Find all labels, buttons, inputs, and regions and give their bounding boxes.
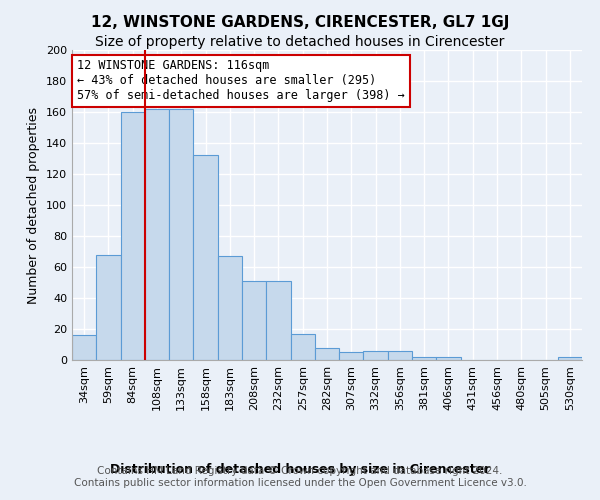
Text: Size of property relative to detached houses in Cirencester: Size of property relative to detached ho… <box>95 35 505 49</box>
Bar <box>72 335 96 360</box>
Bar <box>558 357 582 360</box>
Bar <box>290 334 315 360</box>
Bar <box>388 350 412 360</box>
Bar <box>242 281 266 360</box>
Bar <box>364 350 388 360</box>
Bar <box>169 109 193 360</box>
Y-axis label: Number of detached properties: Number of detached properties <box>28 106 40 304</box>
Bar <box>266 281 290 360</box>
Bar <box>145 109 169 360</box>
Text: Contains HM Land Registry data © Crown copyright and database right 2024.
Contai: Contains HM Land Registry data © Crown c… <box>74 466 526 487</box>
Bar <box>193 156 218 360</box>
Bar <box>436 357 461 360</box>
Bar <box>412 357 436 360</box>
Text: 12 WINSTONE GARDENS: 116sqm
← 43% of detached houses are smaller (295)
57% of se: 12 WINSTONE GARDENS: 116sqm ← 43% of det… <box>77 60 405 102</box>
Text: 12, WINSTONE GARDENS, CIRENCESTER, GL7 1GJ: 12, WINSTONE GARDENS, CIRENCESTER, GL7 1… <box>91 15 509 30</box>
Bar <box>339 352 364 360</box>
Bar <box>121 112 145 360</box>
Bar <box>315 348 339 360</box>
Text: Distribution of detached houses by size in Cirencester: Distribution of detached houses by size … <box>110 462 490 475</box>
Bar <box>218 256 242 360</box>
Bar <box>96 254 121 360</box>
